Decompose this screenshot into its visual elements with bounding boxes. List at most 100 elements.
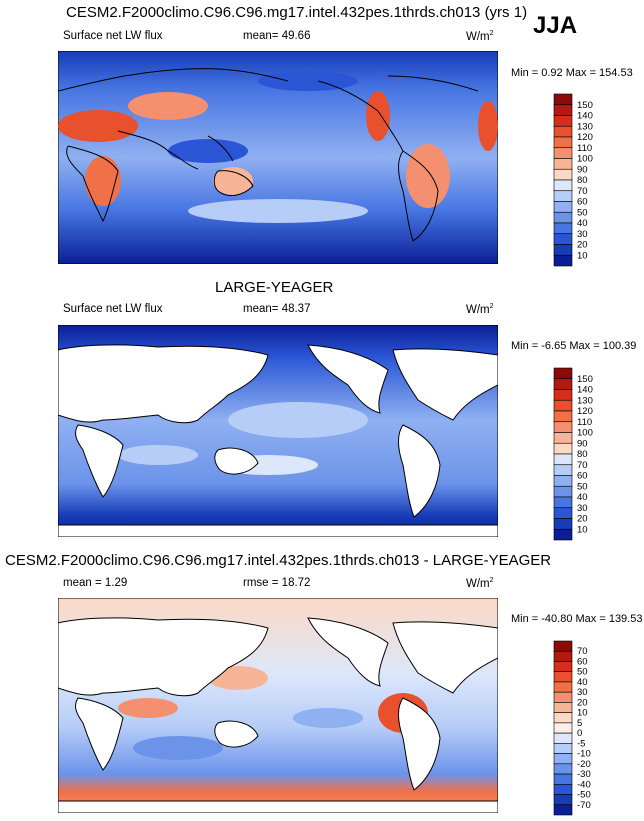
panel1-colorbar-box-6 <box>553 158 573 170</box>
panel2-colorbar-box-10 <box>553 475 573 487</box>
panel3-colorbar-label-12: -30 <box>577 769 591 780</box>
panel1-colorbar-label-0: 150 <box>577 100 593 111</box>
panel1-mean-text: mean= <box>243 30 279 42</box>
panel2-colorbar-box-1 <box>553 378 573 390</box>
panel2-colorbar-label-3: 120 <box>577 406 593 417</box>
panel3-colorbar-box-10 <box>553 743 573 754</box>
panel2-variable-label: Surface net LW flux <box>63 303 163 315</box>
panel2-colorbar-box-5 <box>553 421 573 433</box>
panel3-colorbar-box-13 <box>553 773 573 785</box>
panel2-colorbar-box-2 <box>553 389 573 401</box>
panel3-colorbar-box-6 <box>553 702 573 713</box>
panel2-colorbar-label-1: 140 <box>577 385 593 396</box>
panel1-colorbar-box-0 <box>553 93 573 106</box>
panel1-colorbar-label-2: 130 <box>577 121 593 132</box>
panel3-colorbar-box-11 <box>553 753 573 765</box>
panel1-colorbar-box-8 <box>553 179 573 192</box>
panel2-colorbar-label-8: 70 <box>577 460 588 471</box>
panel2-colorbar-box-8 <box>553 453 573 466</box>
panel1-colorbar-label-4: 110 <box>577 143 592 154</box>
panel1-colorbar-box-5 <box>553 147 573 159</box>
panel2-colorbar-label-9: 60 <box>577 471 588 482</box>
panel1-colorbar-label-6: 90 <box>577 164 588 175</box>
panel3-colorbar-box-15 <box>553 794 573 806</box>
panel3-mean-text: mean = <box>63 577 102 589</box>
panel2-mean-text: mean= <box>243 303 279 315</box>
panel1-colorbar-box-4 <box>553 136 573 149</box>
panel3-colorbar-label-1: 60 <box>577 656 588 667</box>
panel2-colorbar-box-6 <box>553 432 573 444</box>
panel3-colorbar-label-5: 20 <box>577 697 588 708</box>
panel3-rmse-text: rmse = <box>243 577 279 589</box>
panel2-mean-label: mean= 48.37 <box>243 303 310 315</box>
panel1-colorbar-label-7: 80 <box>577 175 588 186</box>
panel2-colorbar-box-7 <box>553 442 573 455</box>
panel1-colorbar-box-3 <box>553 125 573 138</box>
panel1-colorbar-label-3: 120 <box>577 132 593 143</box>
panel3-colorbar-label-11: -20 <box>577 759 591 770</box>
panel1-colorbar-box-15 <box>553 254 573 267</box>
panel1-colorbar-label-11: 40 <box>577 218 588 229</box>
panel1-mean-value: 49.66 <box>281 30 311 42</box>
panel3-colorbar-box-14 <box>553 783 573 795</box>
panel3-colorbar-box-7 <box>553 712 573 724</box>
panel3-units: W/m2 <box>466 577 494 590</box>
panel3-map <box>58 598 498 813</box>
panel1-units: W/m2 <box>466 30 494 43</box>
panel3-colorbar-box-9 <box>553 732 573 744</box>
panel3-mean-value: 1.29 <box>104 577 128 589</box>
panel1-colorbar-label-8: 70 <box>577 186 588 197</box>
panel2-colorbar-label-11: 40 <box>577 492 588 503</box>
panel1-colorbar-box-13 <box>553 233 573 245</box>
panel1-variable-label: Surface net LW flux <box>63 30 163 42</box>
panel3-colorbar-label-7: 5 <box>577 718 582 729</box>
panel1-colorbar-label-1: 140 <box>577 111 593 122</box>
panel3-colorbar-box-3 <box>553 671 573 683</box>
panel3-colorbar-label-15: -70 <box>577 800 591 811</box>
panel1-colorbar-label-12: 30 <box>577 229 588 240</box>
panel2-map <box>58 325 498 537</box>
panel1-colorbar-label-13: 20 <box>577 240 588 251</box>
panel1-colorbar-box-2 <box>553 115 573 127</box>
panel2-title: LARGE-YEAGER <box>215 279 334 296</box>
panel1-mean-label: mean= 49.66 <box>243 30 310 42</box>
panel3-mean-label: mean = 1.29 <box>63 577 127 589</box>
panel2-colorbar-label-7: 80 <box>577 449 588 460</box>
panel1-colorbar-box-9 <box>553 190 573 202</box>
panel3-colorbar-box-8 <box>553 722 573 734</box>
panel2-colorbar-box-0 <box>553 367 573 380</box>
panel2-colorbar-label-5: 100 <box>577 428 593 439</box>
panel3-colorbar-box-12 <box>553 763 573 775</box>
panel2-colorbar-label-10: 50 <box>577 481 588 492</box>
panel3-colorbar-box-5 <box>553 691 573 703</box>
panel2-colorbar-label-14: 10 <box>577 524 588 535</box>
panel1-colorbar-label-10: 50 <box>577 207 588 218</box>
panel2-colorbar-box-3 <box>553 399 573 412</box>
panel1-colorbar-label-9: 60 <box>577 197 588 208</box>
panel1-colorbar-box-11 <box>553 211 573 224</box>
panel1-colorbar-label-5: 100 <box>577 154 593 165</box>
panel3-colorbar-label-9: -5 <box>577 738 585 749</box>
panel2-colorbar-label-13: 20 <box>577 514 588 525</box>
panel2-colorbar-box-9 <box>553 464 573 476</box>
panel2-colorbar-box-4 <box>553 410 573 423</box>
panel2-colorbar-box-12 <box>553 496 573 509</box>
panel1-colorbar-box-12 <box>553 222 573 235</box>
panel2-colorbar-label-0: 150 <box>577 374 593 385</box>
panel2-colorbar-label-4: 110 <box>577 417 592 428</box>
panel2-minmax: Min = -6.65 Max = 100.39 <box>511 340 637 352</box>
panel3-title: CESM2.F2000climo.C96.C96.mg17.intel.432p… <box>5 552 552 569</box>
panel3-colorbar-box-4 <box>553 681 573 693</box>
panel2-colorbar-label-12: 30 <box>577 503 588 514</box>
panel3-colorbar-box-16 <box>553 804 573 816</box>
panel3-rmse-value: 18.72 <box>281 577 311 589</box>
panel2-colorbar-box-14 <box>553 518 573 530</box>
panel2-colorbar-label-6: 90 <box>577 438 588 449</box>
panel1-title: CESM2.F2000climo.C96.C96.mg17.intel.432p… <box>66 4 528 21</box>
season-label: JJA <box>533 12 578 39</box>
panel2-mean-value: 48.37 <box>281 303 311 315</box>
panel2-colorbar-label-2: 130 <box>577 395 593 406</box>
panel1-colorbar-box-7 <box>553 168 573 181</box>
